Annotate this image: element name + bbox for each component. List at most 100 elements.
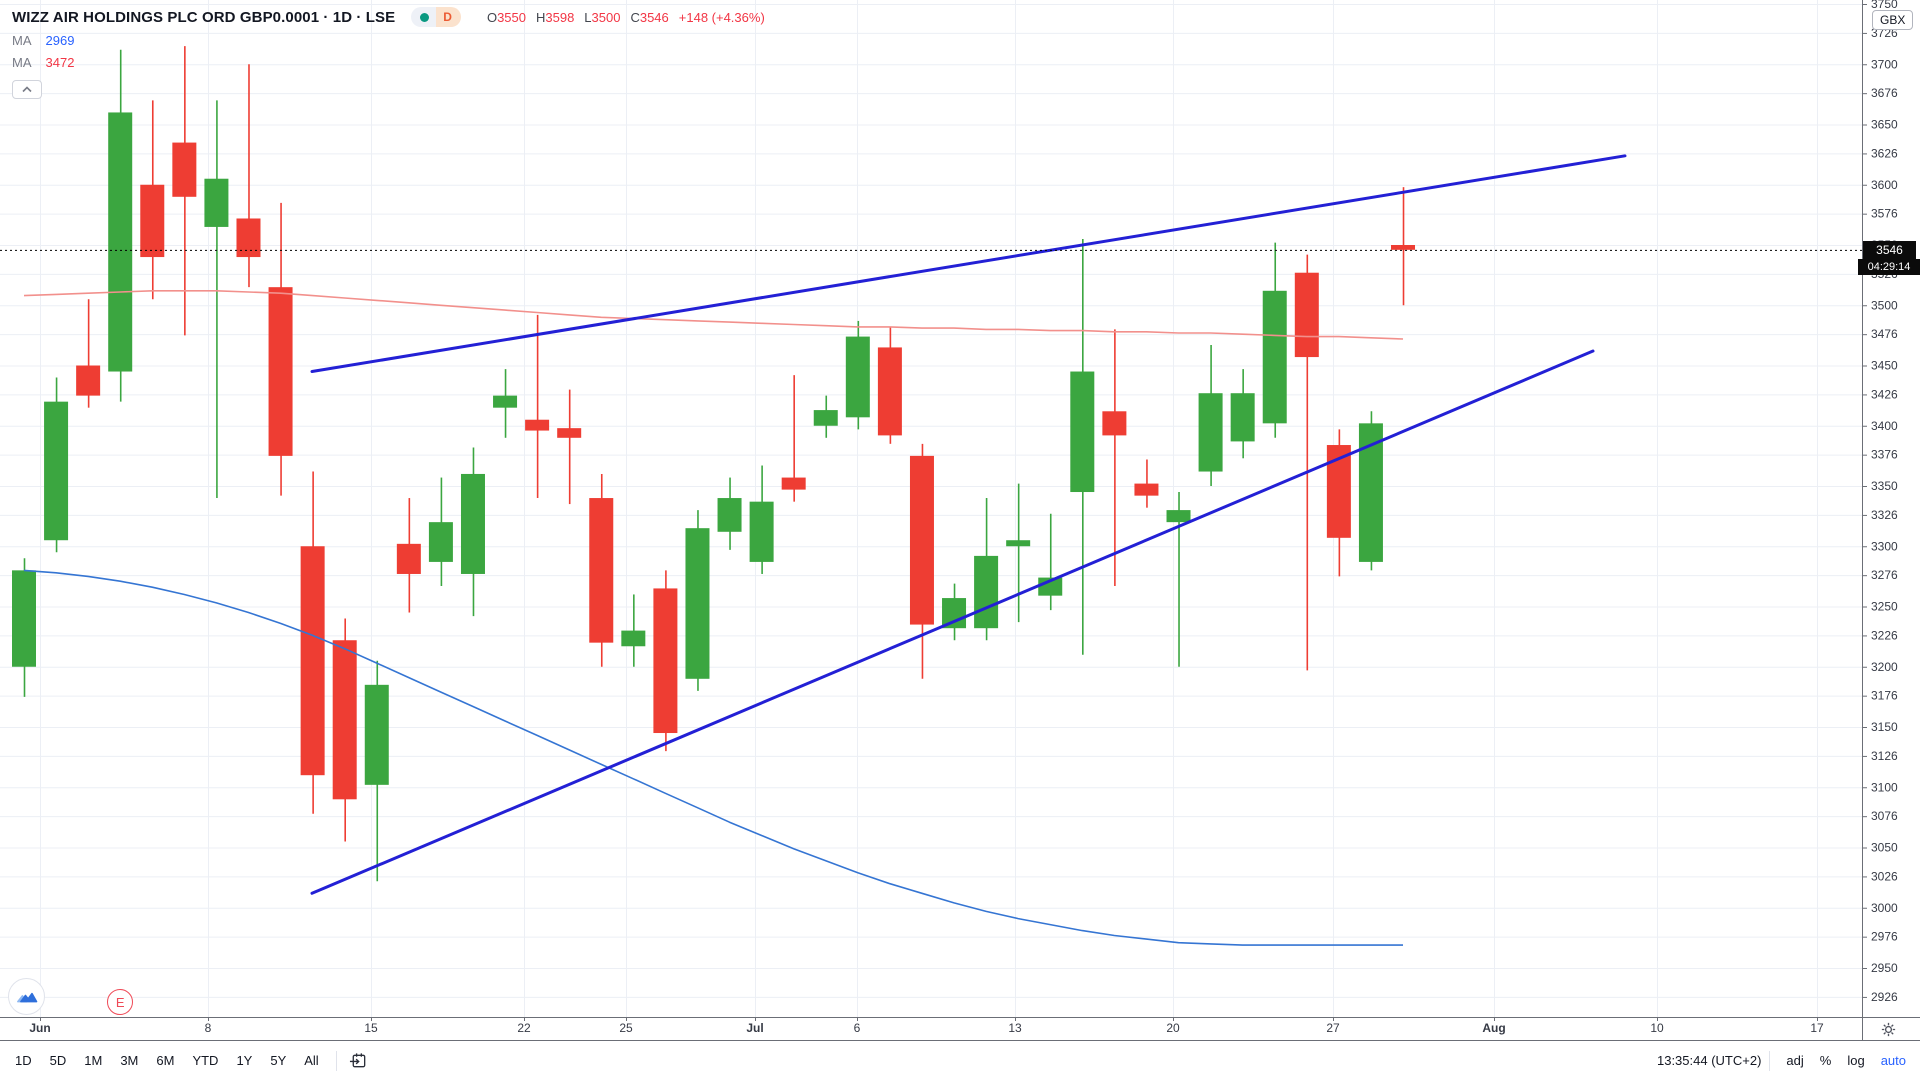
scale-option-adj[interactable]: adj bbox=[1786, 1053, 1804, 1068]
scale-option-log[interactable]: log bbox=[1847, 1053, 1865, 1068]
ma-label: MA bbox=[12, 32, 32, 48]
candle bbox=[589, 473, 614, 667]
range-button-1y[interactable]: 1Y bbox=[236, 1053, 253, 1068]
collapse-legend-button[interactable] bbox=[12, 80, 42, 99]
price-tick-label: 3226 bbox=[1871, 628, 1898, 642]
clock[interactable]: 13:35:44 (UTC+2) bbox=[1656, 1053, 1762, 1068]
price-tick-label: 3350 bbox=[1871, 479, 1898, 493]
candle bbox=[1102, 329, 1127, 587]
range-button-1m[interactable]: 1M bbox=[84, 1053, 103, 1068]
candle bbox=[1294, 254, 1319, 671]
go-to-date-button[interactable] bbox=[345, 1049, 373, 1073]
bottom-toolbar: 1D 5D 1M 3M 6M YTD 1Y 5Y All 13:35:44 (UTC+2) ad… bbox=[0, 1041, 1920, 1080]
price-tick-label: 2976 bbox=[1871, 930, 1898, 944]
candle bbox=[621, 594, 646, 667]
gridlines bbox=[0, 0, 1862, 1017]
candle bbox=[364, 660, 389, 882]
range-button-ytd[interactable]: YTD bbox=[192, 1053, 219, 1068]
chart-canvas[interactable]: 3750372637003676365036263600357635503526… bbox=[0, 0, 1920, 1041]
candle bbox=[877, 326, 902, 444]
price-tick-label: 3000 bbox=[1871, 901, 1898, 915]
ohlc-field: O3550 bbox=[486, 9, 526, 25]
candle bbox=[1134, 459, 1159, 508]
ma-legend-2[interactable]: MA 3472 bbox=[12, 52, 765, 72]
ma-red-line[interactable] bbox=[23, 289, 1404, 340]
candle bbox=[1166, 492, 1191, 667]
price-tick-label: 3426 bbox=[1871, 387, 1898, 401]
price-tick-label: 3400 bbox=[1871, 419, 1898, 433]
candle bbox=[493, 369, 518, 438]
candle bbox=[460, 447, 485, 617]
price-tick-label: 3150 bbox=[1871, 720, 1898, 734]
ma-blue-line[interactable] bbox=[23, 569, 1404, 946]
time-tick-label: 20 bbox=[1166, 1021, 1180, 1035]
candle bbox=[76, 299, 101, 408]
price-tick-label: 3376 bbox=[1871, 448, 1898, 462]
price-tick-label: 3600 bbox=[1871, 178, 1898, 192]
trendline-upper[interactable] bbox=[310, 154, 1627, 374]
time-tick-label: Aug bbox=[1482, 1021, 1505, 1035]
time-axis[interactable]: Jun 8 15 22 25 Jul 6 13 20 27 Aug 10 17 bbox=[29, 1017, 1824, 1035]
price-tick-label: 3176 bbox=[1871, 689, 1898, 703]
ohlc-field: L3500 bbox=[584, 9, 621, 25]
candle bbox=[557, 389, 582, 505]
price-tick-label: 3676 bbox=[1871, 86, 1898, 100]
candle bbox=[12, 558, 36, 697]
mountain-logo-icon bbox=[16, 992, 37, 1002]
price-tick-label: 3450 bbox=[1871, 359, 1898, 373]
time-tick-label: 15 bbox=[364, 1021, 378, 1035]
candle bbox=[1038, 513, 1063, 611]
time-tick-label: 13 bbox=[1008, 1021, 1022, 1035]
price-tick-label: 3200 bbox=[1871, 660, 1898, 674]
price-tick-label: 3626 bbox=[1871, 146, 1898, 160]
candle bbox=[268, 202, 293, 496]
ma-value: 3472 bbox=[45, 54, 75, 70]
range-button-1d[interactable]: 1D bbox=[15, 1053, 32, 1068]
ma-legend-1[interactable]: MA 2969 bbox=[12, 30, 765, 50]
candle bbox=[813, 395, 838, 438]
time-tick-label: 27 bbox=[1326, 1021, 1340, 1035]
earnings-marker[interactable]: E bbox=[107, 989, 134, 1015]
candle bbox=[428, 477, 453, 587]
candle bbox=[845, 320, 870, 430]
chart-legend: WIZZ AIR HOLDINGS PLC ORD GBP0.0001 · 1D… bbox=[12, 6, 765, 99]
candle bbox=[1198, 345, 1223, 486]
price-tick-label: 3026 bbox=[1871, 869, 1898, 883]
range-button-5y[interactable]: 5Y bbox=[270, 1053, 287, 1068]
range-switcher: 1D 5D 1M 3M 6M YTD 1Y 5Y All bbox=[0, 1049, 373, 1073]
price-axis[interactable]: 3750372637003676365036263600357635503526… bbox=[1862, 0, 1898, 1004]
candle bbox=[942, 583, 967, 641]
last-price-label: 3546 bbox=[1863, 240, 1916, 259]
currency-unit-badge[interactable]: GBX bbox=[1872, 10, 1914, 30]
candle bbox=[172, 46, 197, 336]
price-tick-label: 2950 bbox=[1871, 961, 1898, 975]
time-tick-label: 8 bbox=[205, 1021, 212, 1035]
market-status-interval-badge[interactable]: D bbox=[411, 7, 461, 27]
candle bbox=[236, 64, 261, 288]
range-button-6m[interactable]: 6M bbox=[156, 1053, 175, 1068]
range-button-5d[interactable]: 5D bbox=[49, 1053, 67, 1068]
auto-scale-button[interactable]: auto bbox=[1880, 1053, 1906, 1068]
ohlc-field: H3598 bbox=[535, 9, 575, 25]
candle bbox=[1391, 187, 1416, 306]
candlestick-series bbox=[12, 46, 1416, 882]
trendline-lower[interactable] bbox=[310, 349, 1595, 895]
candle bbox=[300, 471, 325, 814]
chart-logo-button[interactable] bbox=[8, 978, 45, 1015]
range-button-3m[interactable]: 3M bbox=[120, 1053, 139, 1068]
symbol-title[interactable]: WIZZ AIR HOLDINGS PLC ORD GBP0.0001 · 1D… bbox=[12, 8, 396, 26]
time-tick-label: 6 bbox=[854, 1021, 861, 1035]
range-button-all[interactable]: All bbox=[304, 1053, 319, 1068]
candle bbox=[1326, 429, 1351, 577]
price-tick-label: 3050 bbox=[1871, 841, 1898, 855]
candle bbox=[1230, 369, 1255, 459]
price-tick-label: 3300 bbox=[1871, 539, 1898, 553]
scale-option-percent[interactable]: % bbox=[1819, 1053, 1832, 1068]
market-open-dot-icon bbox=[420, 12, 430, 22]
candle bbox=[974, 498, 999, 641]
time-tick-label: 17 bbox=[1810, 1021, 1824, 1035]
axes bbox=[0, 0, 1920, 1041]
candle bbox=[396, 498, 421, 613]
axis-settings-button[interactable] bbox=[1874, 1019, 1902, 1039]
